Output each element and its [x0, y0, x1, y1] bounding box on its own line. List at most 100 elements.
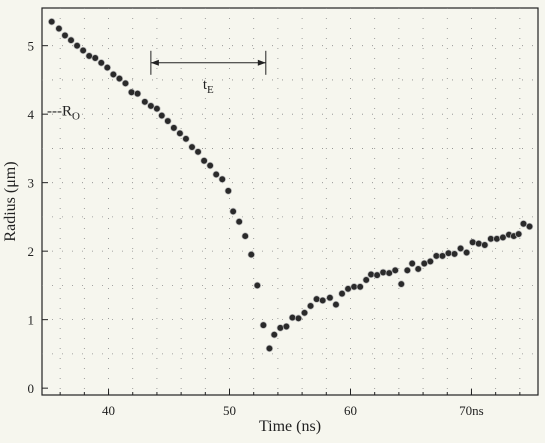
data-point [306, 302, 315, 310]
data-point [164, 117, 172, 125]
data-point [141, 98, 149, 106]
te-arrowhead-right [257, 59, 266, 66]
data-point [270, 331, 278, 339]
data-point [176, 129, 184, 137]
data-point [265, 344, 274, 353]
data-point [73, 42, 81, 50]
plot-frame [41, 7, 539, 396]
data-point [525, 222, 534, 231]
data-point [115, 74, 124, 83]
data-point [200, 157, 208, 165]
y-tick-label: 1 [28, 313, 35, 328]
data-point [499, 233, 507, 242]
data-point [350, 283, 358, 291]
data-point [170, 124, 178, 132]
data-point [55, 24, 63, 33]
data-point [127, 88, 136, 96]
y-tick-label: 3 [28, 176, 35, 191]
axis-ticks: 40 50 60 70ns 0 1 2 3 4 5 [28, 39, 521, 418]
data-point [282, 322, 291, 331]
data-points [48, 18, 534, 353]
data-point [79, 46, 87, 55]
te-arrowhead-left [150, 59, 159, 66]
data-point [158, 111, 166, 120]
data-point [61, 31, 69, 40]
data-point [229, 207, 237, 216]
data-point [385, 269, 393, 277]
data-point [247, 250, 255, 259]
te-label: tE [203, 77, 214, 96]
data-point [235, 218, 243, 226]
data-point [241, 232, 249, 240]
data-point [103, 63, 111, 72]
data-point [481, 241, 489, 249]
data-point [147, 102, 155, 110]
data-point [153, 105, 161, 113]
data-point [493, 235, 501, 243]
data-point [356, 283, 364, 291]
data-point [408, 259, 416, 268]
x-tick-label: 60 [344, 403, 357, 418]
data-point [462, 248, 471, 257]
data-point [338, 289, 346, 298]
data-point [450, 250, 459, 258]
x-tick-label: 50 [223, 403, 236, 418]
data-point [300, 309, 309, 317]
data-point [379, 268, 387, 277]
data-point [319, 296, 327, 305]
data-point [218, 175, 226, 183]
y-tick-label: 0 [28, 381, 35, 396]
data-point [426, 257, 434, 266]
data-point [91, 54, 99, 62]
data-point [514, 230, 523, 238]
data-point [109, 70, 118, 79]
data-point [456, 244, 465, 253]
data-point [294, 314, 303, 322]
data-point [438, 252, 447, 260]
x-tick-label: 70ns [459, 403, 484, 418]
data-point [487, 235, 495, 243]
data-point [67, 36, 75, 44]
data-point [391, 266, 399, 274]
y-tick-label: 5 [28, 39, 35, 54]
data-point [288, 313, 297, 322]
data-point [212, 170, 220, 179]
data-point [194, 148, 202, 156]
data-point [206, 161, 214, 170]
data-point [133, 89, 142, 98]
x-tick-label: 40 [102, 403, 115, 418]
data-point [397, 280, 405, 288]
data-point [373, 271, 381, 279]
data-point [367, 270, 375, 279]
data-point [414, 265, 422, 273]
data-point [259, 321, 268, 329]
data-point [444, 249, 453, 257]
data-point [362, 276, 370, 284]
data-point [188, 143, 196, 151]
te-annotation: tE [150, 50, 267, 96]
data-point [97, 59, 105, 67]
data-point [224, 187, 232, 195]
data-point [312, 295, 321, 303]
data-point [182, 135, 190, 143]
r0-label: ---RO [47, 104, 80, 123]
data-point [326, 294, 334, 302]
data-point [253, 281, 261, 290]
x-axis-title: Time (ns) [259, 418, 321, 435]
data-point [121, 79, 130, 87]
y-tick-label: 2 [28, 244, 35, 259]
data-point [403, 266, 411, 274]
data-point [420, 259, 428, 268]
data-point [432, 252, 441, 260]
grid [42, 8, 538, 395]
data-point [475, 239, 483, 248]
data-point [344, 285, 352, 293]
data-point [276, 324, 284, 332]
data-point [469, 238, 477, 246]
data-point [332, 300, 340, 309]
data-point [85, 52, 93, 60]
data-point [519, 220, 528, 228]
data-point [48, 18, 56, 26]
y-tick-label: 4 [28, 107, 35, 122]
